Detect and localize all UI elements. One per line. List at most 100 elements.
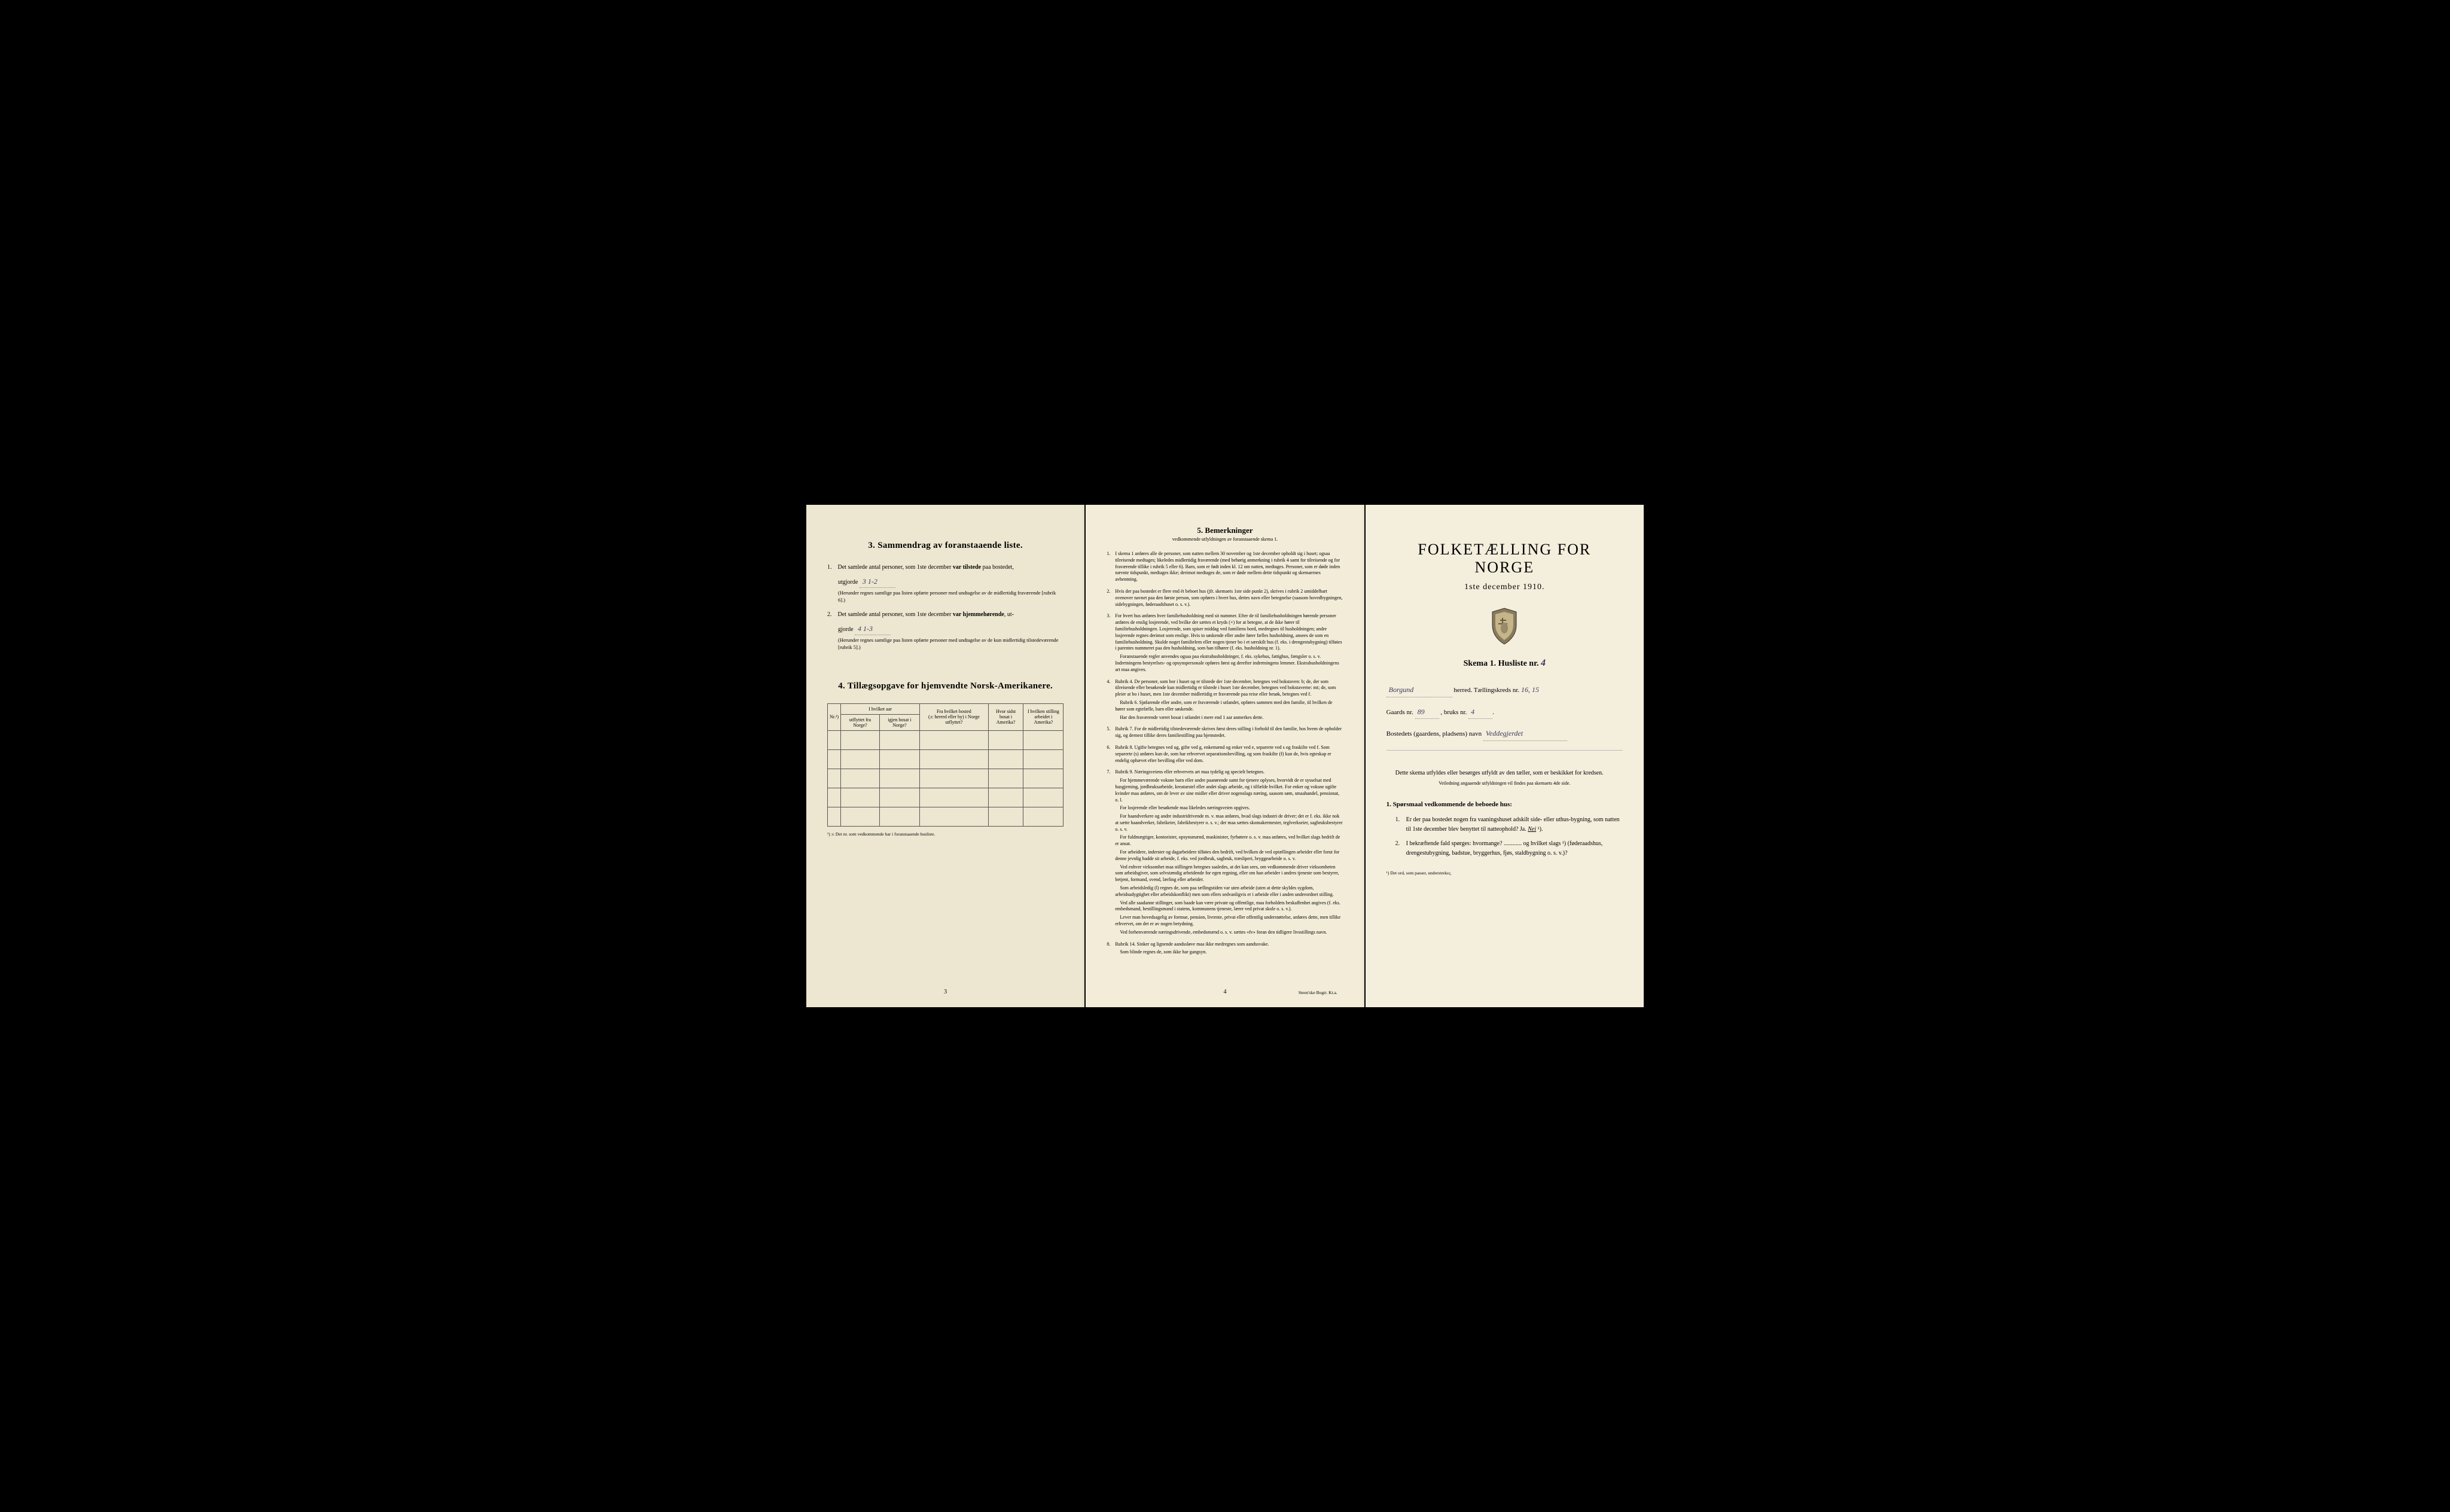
q-num: 1. (1395, 815, 1406, 834)
item-text: Det samlede antal personer, som 1ste dec… (838, 611, 1014, 618)
page-4: 5. Bemerkninger vedkommende utfyldningen… (1086, 505, 1364, 1007)
herred-line: Borgund herred. Tællingskreds nr. 16, 15 (1386, 684, 1623, 697)
th-from: Fra hvilket bosted (ɔ: herred eller by) … (920, 703, 989, 730)
remark-para: For hvert hus anføres hver familiehushol… (1115, 613, 1343, 652)
remark-item: 3.For hvert hus anføres hver familiehush… (1107, 613, 1343, 675)
remark-item: 7.Rubrik 9. Næringsveiens eller erhverve… (1107, 769, 1343, 937)
instruction-text: Dette skema utfyldes eller besørges utfy… (1386, 769, 1623, 778)
table-row (828, 807, 1064, 826)
th-emigrated: utflyttet fra Norge? (841, 714, 880, 730)
page-number: 4 (1223, 989, 1226, 995)
remark-num: 5. (1107, 726, 1115, 741)
table-footnote: ¹) ɔ: Det nr. som vedkommende har i fora… (827, 831, 1064, 837)
bosted-value: Veddegjerdet (1483, 727, 1567, 741)
emigrant-table: Nr.¹) I hvilket aar Fra hvilket bosted (… (827, 703, 1064, 827)
summary-item-2: 2. Det samlede antal personer, som 1ste … (827, 610, 1064, 651)
instruction-sub: Veiledning angaaende utfyldningen vil fi… (1386, 781, 1623, 786)
remark-item: 2.Hvis der paa bostedet er flere end ét … (1107, 589, 1343, 609)
gaard-line: Gaards nr. 89 , bruks nr. 4. (1386, 706, 1623, 720)
remark-item: 1.I skema 1 anføres alle de personer, so… (1107, 551, 1343, 585)
table-row (828, 749, 1064, 769)
remark-para: Som blinde regnes de, som ikke har gangs… (1115, 949, 1343, 956)
remark-para: Har den fraværende været bosat i utlande… (1115, 715, 1343, 721)
remark-para: For haandverkere og andre industridriven… (1115, 813, 1343, 833)
item-num: 2. (827, 610, 836, 620)
remark-para: Rubrik 6. Sjøfarende eller andre, som er… (1115, 700, 1343, 713)
remark-num: 3. (1107, 613, 1115, 675)
remark-item: 4.Rubrik 4. De personer, som bor i huset… (1107, 679, 1343, 723)
fill-row: utgjorde 3 1-2 (838, 576, 1064, 588)
item-num: 1. (827, 563, 836, 572)
remark-para: For hjemmeværende voksne barn eller andr… (1115, 778, 1343, 803)
remark-para: Rubrik 4. De personer, som bor i huset o… (1115, 679, 1343, 698)
table-row (828, 788, 1064, 807)
page-1-cover: FOLKETÆLLING FOR NORGE 1ste december 191… (1366, 505, 1644, 1007)
coat-of-arms-icon (1386, 607, 1623, 649)
table-row (828, 730, 1064, 749)
remark-body: Rubrik 4. De personer, som bor i huset o… (1115, 679, 1343, 723)
remark-num: 7. (1107, 769, 1115, 937)
section-5-subtitle: vedkommende utfyldningen av foranstaaend… (1107, 536, 1343, 542)
th-nr: Nr.¹) (828, 703, 841, 730)
kreds-nr: 16, 15 (1521, 685, 1539, 694)
remark-para: Ved enhver virksomhet maa stillingen bet… (1115, 864, 1343, 883)
remark-body: Rubrik 14. Sinker og lignende aandssløve… (1115, 941, 1343, 958)
section-5-title: 5. Bemerkninger (1107, 526, 1343, 535)
question-1: 1. Er der paa bostedet nogen fra vaaning… (1395, 815, 1623, 834)
page-number: 3 (944, 989, 947, 995)
remark-para: For arbeidere, inderster og dagarbeidere… (1115, 849, 1343, 862)
handwritten-value: 4 1-3 (855, 623, 891, 635)
bruks-nr: 4 (1468, 706, 1492, 720)
table-body (828, 730, 1064, 826)
remark-para: Rubrik 7. For de midlertidig tilstedevær… (1115, 726, 1343, 739)
item-note: (Herunder regnes samtlige paa listen opf… (838, 637, 1064, 651)
remark-para: I skema 1 anføres alle de personer, som … (1115, 551, 1343, 583)
remark-para: Som arbeidsledig (l) regnes de, som paa … (1115, 885, 1343, 898)
right-footnote: ¹) Det ord, som passer, understrekες. (1386, 870, 1623, 876)
remark-num: 8. (1107, 941, 1115, 958)
printer-credit: Steen'ske Bogtr. Kr.a. (1299, 990, 1337, 995)
bosted-line: Bostedets (gaardens, pladsens) navn Vedd… (1386, 727, 1623, 741)
question-2: 2. I bekræftende fald spørges: hvormange… (1395, 839, 1623, 858)
remark-para: Lever man hovedsagelig av formue, pensio… (1115, 914, 1343, 928)
remark-num: 2. (1107, 589, 1115, 609)
remarks-list: 1.I skema 1 anføres alle de personer, so… (1107, 551, 1343, 958)
herred-value: Borgund (1386, 684, 1452, 697)
skema-line: Skema 1. Husliste nr. 4 (1386, 658, 1623, 669)
summary-item-1: 1. Det samlede antal personer, som 1ste … (827, 563, 1064, 604)
remark-para: Rubrik 8. Ugifte betegnes ved ug, gifte … (1115, 745, 1343, 764)
question-section-title: 1. Spørsmaal vedkommende de beboede hus: (1386, 801, 1623, 808)
th-returned: igjen bosat i Norge? (879, 714, 919, 730)
remark-num: 4. (1107, 679, 1115, 723)
q-body: Er der paa bostedet nogen fra vaaningshu… (1406, 815, 1623, 834)
census-title: FOLKETÆLLING FOR NORGE (1386, 541, 1623, 577)
page-3: 3. Sammendrag av foranstaaende liste. 1.… (806, 505, 1084, 1007)
remark-num: 1. (1107, 551, 1115, 585)
remark-para: Rubrik 9. Næringsveiens eller erhvervets… (1115, 769, 1343, 776)
remark-item: 6.Rubrik 8. Ugifte betegnes ved ug, gift… (1107, 745, 1343, 766)
remark-para: For losjerende eller besøkende maa likel… (1115, 805, 1343, 812)
remark-body: Rubrik 9. Næringsveiens eller erhvervets… (1115, 769, 1343, 937)
q-body: I bekræftende fald spørges: hvormange? .… (1406, 839, 1623, 858)
remark-para: Hvis der paa bostedet er flere end ét be… (1115, 589, 1343, 608)
census-document: 3. Sammendrag av foranstaaende liste. 1.… (806, 505, 1644, 1007)
th-position: I hvilken stilling arbeidet i Amerika? (1023, 703, 1064, 730)
remark-body: Rubrik 8. Ugifte betegnes ved ug, gifte … (1115, 745, 1343, 766)
remark-para: Ved alle saadanne stillinger, som baade … (1115, 900, 1343, 913)
q-num: 2. (1395, 839, 1406, 858)
th-year: I hvilket aar (841, 703, 920, 714)
remark-num: 6. (1107, 745, 1115, 766)
remark-item: 8.Rubrik 14. Sinker og lignende aandsslø… (1107, 941, 1343, 958)
husliste-nr: 4 (1541, 658, 1546, 668)
remark-para: For fuldmægtiger, kontorister, opsynsmæn… (1115, 834, 1343, 848)
remark-body: I skema 1 anføres alle de personer, som … (1115, 551, 1343, 585)
census-date: 1ste december 1910. (1386, 583, 1623, 592)
remark-body: Rubrik 7. For de midlertidig tilstedevær… (1115, 726, 1343, 741)
handwritten-value: 3 1-2 (860, 576, 895, 588)
remark-item: 5.Rubrik 7. For de midlertidig tilstedev… (1107, 726, 1343, 741)
gaard-nr: 89 (1415, 706, 1439, 720)
remark-body: For hvert hus anføres hver familiehushol… (1115, 613, 1343, 675)
remark-para: Rubrik 14. Sinker og lignende aandssløve… (1115, 941, 1343, 948)
answer-nei: Nei (1528, 826, 1536, 833)
remark-body: Hvis der paa bostedet er flere end ét be… (1115, 589, 1343, 609)
